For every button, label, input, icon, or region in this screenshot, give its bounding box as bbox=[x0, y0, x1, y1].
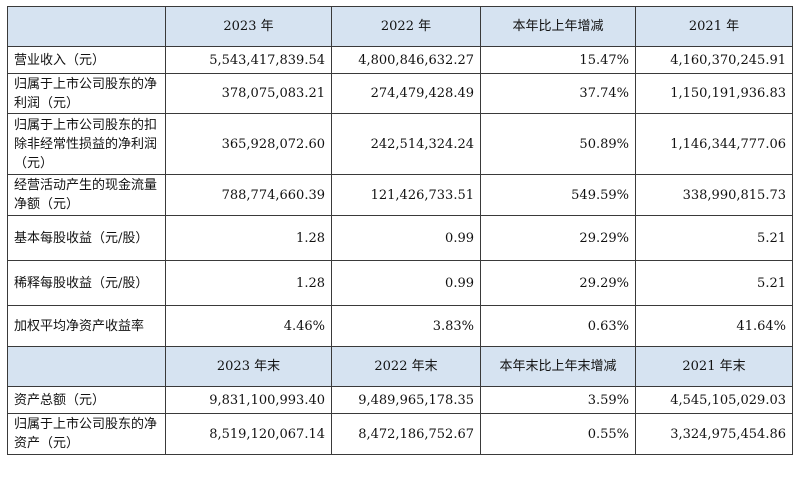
value-cell: 0.99 bbox=[331, 260, 481, 306]
row-label: 归属于上市公司股东的扣除非经常性损益的净利润（元） bbox=[7, 113, 166, 175]
value-cell: 41.64% bbox=[635, 305, 793, 347]
row-label: 基本每股收益（元/股） bbox=[7, 215, 166, 261]
row-label: 经营活动产生的现金流量净额（元） bbox=[7, 174, 166, 216]
row-label: 归属于上市公司股东的净资产（元） bbox=[7, 413, 166, 455]
value-cell: 29.29% bbox=[480, 215, 636, 261]
value-cell: 121,426,733.51 bbox=[331, 174, 481, 216]
value-cell: 5.21 bbox=[635, 260, 793, 306]
value-cell: 8,519,120,067.14 bbox=[165, 413, 332, 455]
value-cell: 274,479,428.49 bbox=[331, 73, 481, 114]
table-row: 基本每股收益（元/股） 1.28 0.99 29.29% 5.21 bbox=[7, 215, 793, 261]
value-cell: 3,324,975,454.86 bbox=[635, 413, 793, 455]
row-label: 稀释每股收益（元/股） bbox=[7, 260, 166, 306]
table-row: 营业收入（元） 5,543,417,839.54 4,800,846,632.27 1… bbox=[7, 46, 793, 74]
value-cell: 378,075,083.21 bbox=[165, 73, 332, 114]
value-cell: 15.47% bbox=[480, 46, 636, 74]
row-label: 营业收入（元） bbox=[7, 46, 166, 74]
value-cell: 0.99 bbox=[331, 215, 481, 261]
value-cell: 3.59% bbox=[480, 386, 636, 414]
table-row: 归属于上市公司股东的扣除非经常性损益的净利润（元） 365,928,072.60 2… bbox=[7, 113, 793, 175]
column-header: 本年比上年增减 bbox=[480, 6, 636, 47]
table-row: 经营活动产生的现金流量净额（元） 788,774,660.39 121,426,73… bbox=[7, 174, 793, 216]
value-cell: 37.74% bbox=[480, 73, 636, 114]
value-cell: 4.46% bbox=[165, 305, 332, 347]
value-cell: 549.59% bbox=[480, 174, 636, 216]
value-cell: 5.21 bbox=[635, 215, 793, 261]
value-cell: 0.63% bbox=[480, 305, 636, 347]
value-cell: 4,160,370,245.91 bbox=[635, 46, 793, 74]
table-row: 稀释每股收益（元/股） 1.28 0.99 29.29% 5.21 bbox=[7, 260, 793, 306]
column-header: 2021 年 bbox=[635, 6, 793, 47]
column-header: 2022 年末 bbox=[331, 346, 481, 387]
header-row-1: 2023 年 2022 年本年比上年增减 2021 年 bbox=[7, 6, 793, 47]
header-blank-cell bbox=[7, 346, 166, 387]
financial-indicators-table: 2023 年 2022 年本年比上年增减 2021 年营业收入（元） 5,543,41… bbox=[7, 6, 793, 455]
row-label: 归属于上市公司股东的净利润（元） bbox=[7, 73, 166, 114]
value-cell: 1.28 bbox=[165, 215, 332, 261]
value-cell: 0.55% bbox=[480, 413, 636, 455]
table-row: 归属于上市公司股东的净利润（元） 378,075,083.21 274,479,42… bbox=[7, 73, 793, 114]
column-header: 2021 年末 bbox=[635, 346, 793, 387]
table-row: 资产总额（元） 9,831,100,993.40 9,489,965,178.35 3… bbox=[7, 386, 793, 414]
value-cell: 1.28 bbox=[165, 260, 332, 306]
header-blank-cell bbox=[7, 6, 166, 47]
column-header: 2023 年 bbox=[165, 6, 332, 47]
table-row: 加权平均净资产收益率 4.46% 3.83% 0.63% 41.64% bbox=[7, 305, 793, 347]
value-cell: 4,545,105,029.03 bbox=[635, 386, 793, 414]
value-cell: 242,514,324.24 bbox=[331, 113, 481, 175]
value-cell: 29.29% bbox=[480, 260, 636, 306]
table-row: 归属于上市公司股东的净资产（元） 8,519,120,067.14 8,472,18… bbox=[7, 413, 793, 455]
header-row-2: 2023 年末 2022 年末 本年末比上年末增减 2021 年末 bbox=[7, 346, 793, 387]
value-cell: 5,543,417,839.54 bbox=[165, 46, 332, 74]
column-header: 2023 年末 bbox=[165, 346, 332, 387]
value-cell: 3.83% bbox=[331, 305, 481, 347]
value-cell: 4,800,846,632.27 bbox=[331, 46, 481, 74]
row-label: 资产总额（元） bbox=[7, 386, 166, 414]
value-cell: 1,150,191,936.83 bbox=[635, 73, 793, 114]
value-cell: 788,774,660.39 bbox=[165, 174, 332, 216]
value-cell: 338,990,815.73 bbox=[635, 174, 793, 216]
value-cell: 50.89% bbox=[480, 113, 636, 175]
column-header: 本年末比上年末增减 bbox=[480, 346, 636, 387]
value-cell: 8,472,186,752.67 bbox=[331, 413, 481, 455]
value-cell: 9,831,100,993.40 bbox=[165, 386, 332, 414]
value-cell: 9,489,965,178.35 bbox=[331, 386, 481, 414]
row-label: 加权平均净资产收益率 bbox=[7, 305, 166, 347]
value-cell: 365,928,072.60 bbox=[165, 113, 332, 175]
value-cell: 1,146,344,777.06 bbox=[635, 113, 793, 175]
column-header: 2022 年 bbox=[331, 6, 481, 47]
table-body: 2023 年 2022 年本年比上年增减 2021 年营业收入（元） 5,543,41… bbox=[7, 6, 793, 455]
